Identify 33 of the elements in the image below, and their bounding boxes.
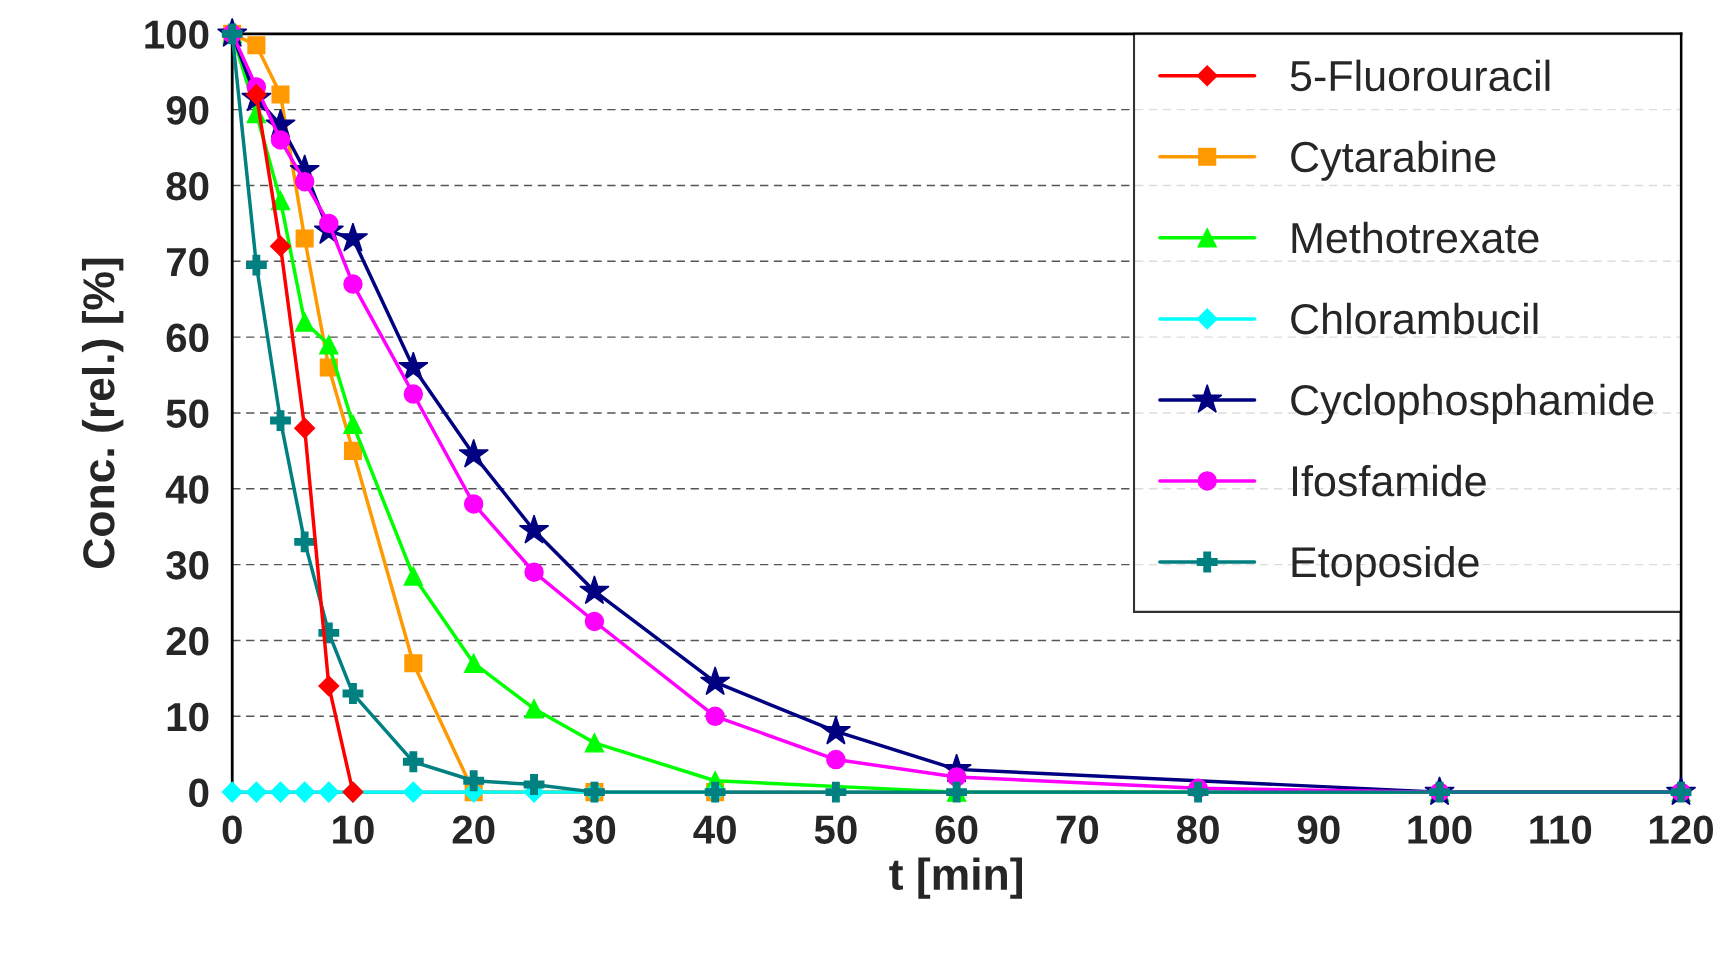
y-tick-label: 40 — [165, 475, 209, 504]
y-axis-title: Conc. (rel.) [%] — [81, 258, 124, 568]
x-tick-label: 50 — [814, 815, 857, 844]
y-tick-label: 20 — [166, 626, 209, 656]
legend-label: Methotrexate — [1292, 221, 1539, 254]
y-tick-label: 70 — [166, 247, 209, 277]
x-tick-label: 120 — [1649, 815, 1713, 844]
x-axis-title: t [min] — [889, 857, 1023, 899]
legend-label: Cyclophosphamide — [1291, 383, 1654, 424]
x-tick-label: 60 — [935, 815, 978, 844]
legend-label: Ifosfamide — [1292, 464, 1486, 497]
y-tick-label: 30 — [166, 551, 209, 580]
x-tick-label: 80 — [1176, 815, 1219, 844]
y-tick-label: 10 — [167, 702, 209, 732]
y-tick-label: 50 — [166, 399, 209, 428]
x-tick-label: 40 — [693, 815, 736, 844]
y-tick-label: 90 — [166, 96, 209, 125]
x-tick-label: 100 — [1408, 815, 1472, 844]
y-tick-label: 60 — [166, 323, 209, 353]
x-tick-label: 90 — [1297, 815, 1340, 844]
legend-label: 5-Fluorouracil — [1290, 59, 1550, 92]
x-tick-label: 70 — [1056, 815, 1099, 844]
y-tick-label: 0 — [189, 778, 209, 808]
y-tick-label: 80 — [166, 171, 209, 201]
legend-label: Chlorambucil — [1291, 302, 1538, 335]
x-tick-label: 10 — [333, 815, 374, 844]
x-tick-label: 30 — [572, 815, 616, 844]
y-tick-label: 100 — [145, 20, 209, 49]
legend-label: Etoposide — [1292, 545, 1479, 587]
x-tick-label: 0 — [222, 815, 242, 844]
x-tick-label: 110 — [1530, 815, 1592, 844]
x-tick-label: 20 — [452, 815, 495, 844]
legend-label: Cytarabine — [1291, 140, 1496, 181]
